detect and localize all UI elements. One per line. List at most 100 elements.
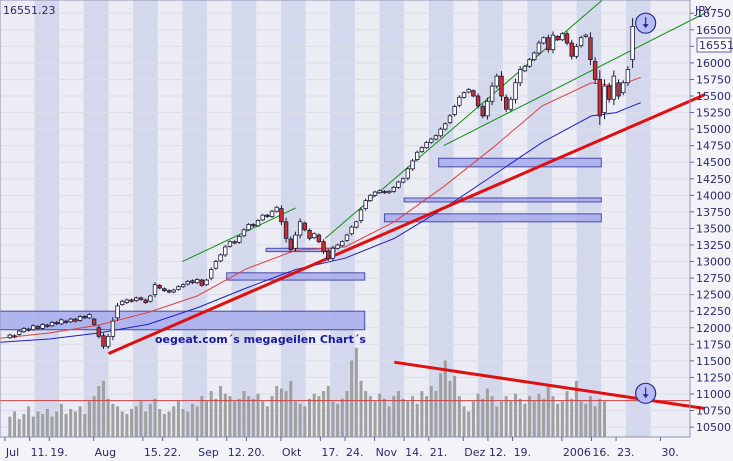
volume-bar xyxy=(247,396,251,437)
volume-bar xyxy=(425,396,429,437)
candle-body xyxy=(148,295,153,302)
volume-bar xyxy=(490,396,494,437)
volume-bar xyxy=(373,401,377,437)
x-tick-label: 16. xyxy=(592,446,610,459)
candle-body xyxy=(176,286,181,290)
candle-body xyxy=(82,316,87,319)
candle-body xyxy=(340,241,345,247)
y-tick-label: 13750 xyxy=(696,206,731,219)
volume-bar xyxy=(495,406,499,437)
volume-bar xyxy=(176,401,180,437)
candle-body xyxy=(35,326,41,329)
y-tick-label: 10500 xyxy=(696,421,731,434)
volume-bar xyxy=(350,360,354,437)
support-band xyxy=(438,157,602,168)
volume-bar xyxy=(439,373,443,437)
volume-bar xyxy=(237,398,241,437)
x-tick-label: Okt xyxy=(282,446,302,459)
candle-body xyxy=(297,221,303,236)
candle-body xyxy=(457,96,462,106)
volume-bar xyxy=(359,380,363,437)
candle-body xyxy=(443,123,448,130)
volume-bar xyxy=(144,411,148,437)
candle-body xyxy=(447,115,453,123)
x-tick-label: 12. xyxy=(228,446,246,459)
candle-body xyxy=(208,269,214,279)
volume-bar xyxy=(270,396,274,437)
y-tick-label: 14000 xyxy=(696,189,731,202)
candle-body xyxy=(438,128,443,137)
candle-body xyxy=(616,82,621,97)
volume-bar xyxy=(181,408,185,437)
candle-body xyxy=(110,320,116,337)
volume-bar xyxy=(125,414,129,437)
candle-body xyxy=(569,42,574,57)
candle-body xyxy=(180,284,186,288)
candle-body xyxy=(382,190,387,194)
trendline xyxy=(443,12,706,147)
volume-bar xyxy=(556,403,560,437)
candle-body xyxy=(546,37,551,51)
y-tick-label: 15750 xyxy=(696,73,731,86)
candle-body xyxy=(134,297,139,302)
candle-body xyxy=(199,279,205,286)
volume-bar xyxy=(251,398,255,437)
volume-bar xyxy=(134,406,138,437)
candle-body xyxy=(396,181,401,188)
volume-bar xyxy=(368,396,372,437)
volume-bar xyxy=(485,388,489,437)
volume-bar xyxy=(50,416,54,437)
y-tick-label: 12500 xyxy=(696,289,731,302)
volume-bar xyxy=(172,406,176,437)
currency-label: JPY xyxy=(694,4,712,17)
volume-bars xyxy=(8,347,606,437)
volume-bar xyxy=(340,398,344,437)
volume-bar xyxy=(570,398,574,437)
candle-body xyxy=(21,328,27,333)
volume-bar xyxy=(106,398,110,437)
week-stripe xyxy=(83,0,109,437)
volume-bar xyxy=(514,393,518,437)
candle-body xyxy=(419,147,425,153)
candle-body xyxy=(415,151,420,160)
markers xyxy=(635,12,657,404)
candle-body xyxy=(63,320,69,323)
volume-bar xyxy=(415,403,419,437)
watermark-text: oegeat.com´s megageilen Chart´s xyxy=(155,333,366,346)
candle-body xyxy=(344,234,350,241)
candle-body xyxy=(255,220,261,227)
volume-bar xyxy=(275,386,279,437)
x-tick-label: 22. xyxy=(164,446,182,459)
candle-body xyxy=(527,59,532,67)
x-tick-label: Nov xyxy=(376,446,398,459)
volume-bar xyxy=(312,393,316,437)
candle-body xyxy=(536,42,542,54)
volume-bar xyxy=(584,403,588,437)
candle-body xyxy=(471,90,476,97)
candle-body xyxy=(429,138,434,143)
volume-bar xyxy=(27,406,31,437)
volume-bar xyxy=(31,416,35,437)
volume-bar xyxy=(537,393,541,437)
candle-body xyxy=(96,327,102,337)
volume-bar xyxy=(41,414,45,437)
volume-bar xyxy=(36,411,40,437)
y-tick-label: 10750 xyxy=(696,405,731,418)
candle-body xyxy=(293,234,298,249)
volume-bar xyxy=(462,406,466,437)
trendline xyxy=(107,93,706,355)
volume-bar xyxy=(434,391,438,437)
volume-bar xyxy=(102,380,105,437)
volume-bar xyxy=(186,411,190,437)
volume-bar xyxy=(598,398,602,437)
candle-body xyxy=(326,250,331,260)
volume-bar xyxy=(378,393,382,437)
candle-body xyxy=(171,289,176,293)
volume-bar xyxy=(499,401,503,437)
x-tick-label: 17. xyxy=(321,446,339,459)
marker-arrow-head xyxy=(642,24,649,29)
volume-bar xyxy=(364,391,368,437)
candle-body xyxy=(138,297,144,300)
volume-bar xyxy=(387,406,391,437)
volume-bar xyxy=(471,401,475,437)
